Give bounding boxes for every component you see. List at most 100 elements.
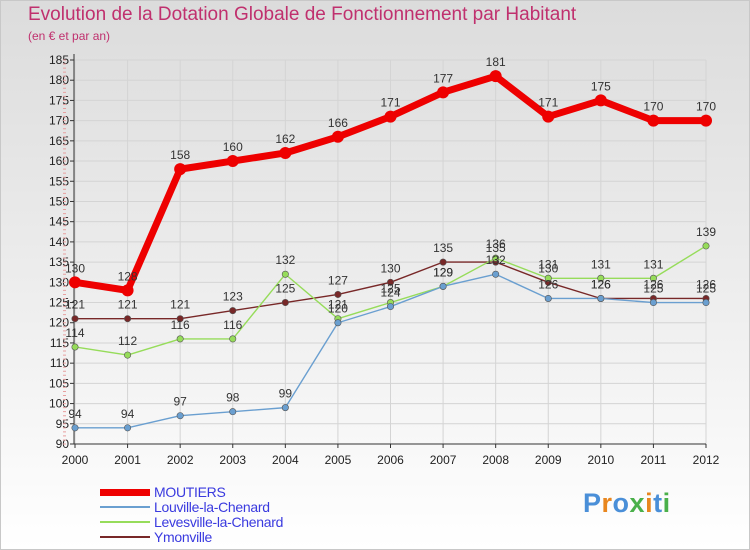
chart-title: Evolution de la Dotation Globale de Fonc… bbox=[28, 4, 577, 25]
data-point-levesville-la-chenard bbox=[124, 351, 132, 359]
data-point-louville-la-chenard bbox=[597, 294, 605, 302]
data-label-ymonville: 135 bbox=[433, 241, 453, 255]
data-point-levesville-la-chenard bbox=[649, 274, 657, 282]
y-tick-label: 105 bbox=[49, 376, 69, 390]
data-label-louville-la-chenard: 94 bbox=[121, 407, 135, 421]
data-label-moutiers: 170 bbox=[643, 100, 663, 114]
data-label-louville-la-chenard: 129 bbox=[433, 265, 453, 279]
data-point-moutiers bbox=[384, 110, 397, 123]
data-label-levesville-la-chenard: 131 bbox=[643, 257, 663, 271]
data-point-louville-la-chenard bbox=[649, 299, 657, 307]
data-label-moutiers: 158 bbox=[170, 148, 190, 162]
data-label-levesville-la-chenard: 121 bbox=[328, 298, 348, 312]
y-tick-label: 160 bbox=[49, 154, 69, 168]
data-label-levesville-la-chenard: 116 bbox=[223, 318, 242, 332]
data-point-louville-la-chenard bbox=[281, 404, 289, 412]
data-label-louville-la-chenard: 99 bbox=[279, 387, 293, 401]
data-point-moutiers bbox=[647, 114, 660, 127]
data-point-levesville-la-chenard bbox=[597, 274, 605, 282]
data-label-levesville-la-chenard: 139 bbox=[696, 225, 716, 239]
data-label-ymonville: 125 bbox=[275, 282, 295, 296]
legend-swatch bbox=[100, 489, 150, 496]
x-tick-label: 2002 bbox=[167, 453, 194, 467]
data-label-moutiers: 181 bbox=[486, 55, 506, 69]
data-label-ymonville: 130 bbox=[380, 261, 400, 275]
data-label-moutiers: 130 bbox=[65, 261, 85, 275]
y-tick-label: 170 bbox=[49, 114, 69, 128]
data-point-levesville-la-chenard bbox=[492, 254, 500, 262]
logo-letter: t bbox=[653, 488, 663, 518]
data-label-levesville-la-chenard: 131 bbox=[591, 257, 611, 271]
y-tick-label: 135 bbox=[49, 255, 69, 269]
data-point-moutiers bbox=[594, 94, 607, 107]
data-label-moutiers: 170 bbox=[696, 100, 716, 114]
data-label-moutiers: 128 bbox=[118, 269, 138, 283]
data-label-moutiers: 160 bbox=[223, 140, 243, 154]
data-point-ymonville bbox=[386, 278, 394, 286]
data-point-louville-la-chenard bbox=[71, 424, 79, 432]
data-label-ymonville: 127 bbox=[328, 273, 348, 287]
x-tick-label: 2011 bbox=[641, 453, 667, 467]
logo-letter: x bbox=[629, 488, 646, 518]
data-point-levesville-la-chenard bbox=[229, 335, 237, 343]
y-tick-label: 115 bbox=[50, 336, 69, 350]
data-point-levesville-la-chenard bbox=[281, 270, 289, 278]
data-point-louville-la-chenard bbox=[334, 319, 342, 327]
data-label-ymonville: 130 bbox=[538, 261, 558, 275]
data-point-ymonville bbox=[124, 315, 132, 323]
data-point-moutiers bbox=[331, 130, 344, 143]
x-tick-label: 2008 bbox=[482, 453, 509, 467]
y-tick-label: 165 bbox=[49, 134, 69, 148]
axes: 9095100105110115120125130135140145150155… bbox=[49, 53, 720, 467]
data-label-moutiers: 162 bbox=[275, 132, 295, 146]
y-tick-label: 145 bbox=[49, 215, 69, 229]
proxiti-logo: Proxiti bbox=[583, 488, 671, 519]
y-tick-label: 90 bbox=[56, 437, 70, 451]
data-label-louville-la-chenard: 125 bbox=[643, 282, 663, 296]
data-label-levesville-la-chenard: 125 bbox=[380, 282, 400, 296]
y-tick-label: 180 bbox=[49, 73, 69, 87]
legend-label: Ymonville bbox=[154, 529, 212, 545]
data-label-louville-la-chenard: 94 bbox=[68, 407, 82, 421]
data-point-moutiers bbox=[226, 155, 239, 168]
data-label-ymonville: 121 bbox=[118, 298, 138, 312]
data-label-moutiers: 175 bbox=[591, 79, 611, 93]
data-label-ymonville: 123 bbox=[223, 290, 243, 304]
legend-label: Levesville-la-Chenard bbox=[154, 514, 284, 530]
data-point-louville-la-chenard bbox=[176, 412, 184, 420]
data-point-ymonville bbox=[229, 307, 237, 315]
data-point-levesville-la-chenard bbox=[71, 343, 79, 351]
data-label-louville-la-chenard: 97 bbox=[173, 395, 187, 409]
data-label-levesville-la-chenard: 129 bbox=[433, 265, 453, 279]
y-tick-label: 110 bbox=[50, 356, 69, 370]
x-tick-label: 2005 bbox=[325, 453, 352, 467]
y-tick-label: 185 bbox=[49, 53, 69, 67]
legend-label: MOUTIERS bbox=[154, 484, 226, 500]
logo-letter: r bbox=[601, 488, 613, 518]
data-label-ymonville: 126 bbox=[643, 277, 663, 291]
data-point-moutiers bbox=[437, 86, 450, 99]
data-label-ymonville: 121 bbox=[65, 298, 85, 312]
logo-letter: o bbox=[612, 488, 630, 518]
data-point-ymonville bbox=[334, 290, 342, 298]
data-point-levesville-la-chenard bbox=[544, 274, 552, 282]
y-minor-ticks bbox=[63, 59, 66, 445]
data-label-moutiers: 177 bbox=[433, 71, 453, 85]
x-tick-label: 2000 bbox=[62, 453, 89, 467]
data-label-levesville-la-chenard: 132 bbox=[275, 253, 295, 267]
y-tick-label: 140 bbox=[49, 235, 69, 249]
data-label-louville-la-chenard: 126 bbox=[591, 277, 611, 291]
x-tick-label: 2006 bbox=[377, 453, 404, 467]
data-point-ymonville bbox=[281, 299, 289, 307]
x-tick-label: 2009 bbox=[535, 453, 562, 467]
y-tick-label: 130 bbox=[49, 275, 69, 289]
data-point-levesville-la-chenard bbox=[702, 242, 710, 250]
data-point-ymonville bbox=[439, 258, 447, 266]
data-label-moutiers: 171 bbox=[538, 96, 558, 110]
data-label-moutiers: 171 bbox=[380, 96, 400, 110]
data-label-moutiers: 166 bbox=[328, 116, 348, 130]
data-point-levesville-la-chenard bbox=[176, 335, 184, 343]
data-label-ymonville: 126 bbox=[591, 277, 611, 291]
y-tick-label: 125 bbox=[49, 296, 69, 310]
